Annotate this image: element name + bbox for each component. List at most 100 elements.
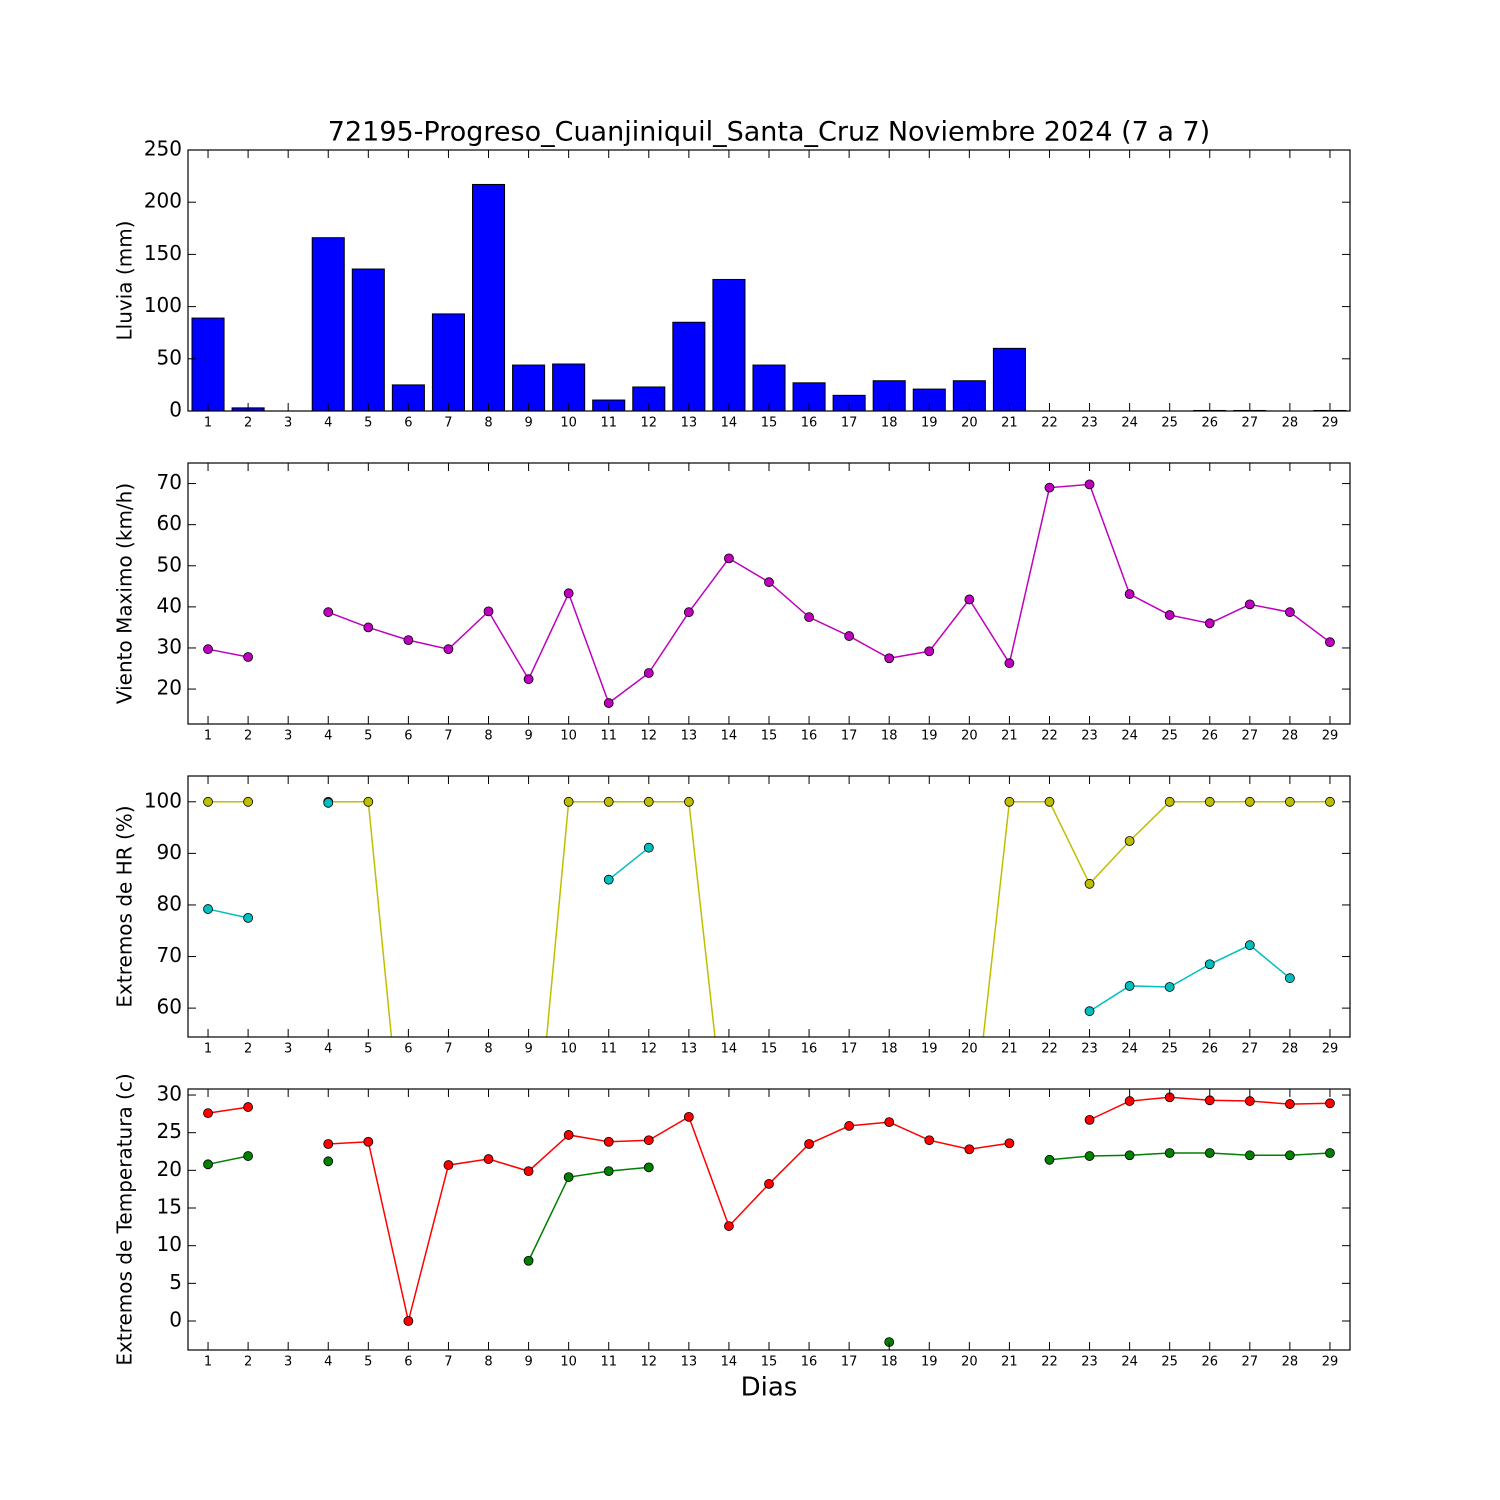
x-tick-label: 4 xyxy=(324,729,332,744)
x-tick-label: 21 xyxy=(1001,416,1018,431)
x-tick-label: 28 xyxy=(1282,729,1299,744)
marker xyxy=(1124,1096,1135,1106)
marker xyxy=(1325,796,1335,807)
marker xyxy=(603,1166,614,1177)
x-tick-label: 20 xyxy=(961,1355,978,1370)
x-tick-label: 3 xyxy=(284,416,292,431)
x-tick-label: 25 xyxy=(1161,1042,1178,1057)
x-tick-label: 23 xyxy=(1081,416,1098,431)
x-tick-label: 3 xyxy=(284,1355,292,1370)
x-tick-label: 1 xyxy=(204,1355,212,1370)
x-tick-label: 10 xyxy=(560,416,577,431)
marker xyxy=(804,1139,814,1149)
marker xyxy=(523,674,534,685)
marker xyxy=(643,796,654,807)
marker xyxy=(563,1130,574,1140)
marker xyxy=(203,1159,213,1170)
x-tick-label: 14 xyxy=(721,729,738,744)
x-tick-label: 24 xyxy=(1121,416,1138,431)
series-line xyxy=(207,1096,1330,1322)
marker xyxy=(1284,1099,1295,1109)
marker xyxy=(523,1255,534,1266)
marker xyxy=(243,1151,254,1161)
x-tick-label: 21 xyxy=(1001,729,1018,744)
x-tick-label: 20 xyxy=(961,1042,978,1057)
x-tick-label: 5 xyxy=(364,729,372,744)
y-axis-label: Extremos de Temperatura (c) xyxy=(113,1073,137,1365)
x-tick-label: 7 xyxy=(444,1355,452,1370)
x-tick-label: 22 xyxy=(1041,1355,1058,1370)
marker xyxy=(323,607,334,618)
marker xyxy=(1044,796,1055,807)
marker xyxy=(924,1135,935,1146)
x-tick-label: 7 xyxy=(444,729,452,744)
x-tick-label: 16 xyxy=(801,729,818,744)
y-tick-label: 25 xyxy=(157,1119,182,1143)
y-tick-label: 60 xyxy=(157,995,182,1019)
marker xyxy=(1325,1098,1335,1109)
x-tick-label: 10 xyxy=(560,1042,577,1057)
marker xyxy=(203,796,213,807)
marker xyxy=(683,607,694,618)
marker xyxy=(483,1154,494,1164)
x-tick-label: 3 xyxy=(284,729,292,744)
marker xyxy=(1244,1096,1255,1106)
x-tick-label: 13 xyxy=(681,1355,698,1370)
x-tick-label: 25 xyxy=(1161,416,1178,431)
y-tick-label: 40 xyxy=(157,593,182,617)
x-tick-label: 2 xyxy=(244,1042,252,1057)
x-tick-label: 10 xyxy=(560,1355,577,1370)
bar xyxy=(351,268,385,411)
x-tick-label: 20 xyxy=(961,416,978,431)
y-tick-label: 80 xyxy=(157,891,182,915)
x-tick-label: 18 xyxy=(881,729,898,744)
marker xyxy=(243,912,254,923)
series-line xyxy=(208,801,1330,1037)
y-tick-label: 30 xyxy=(157,1082,182,1106)
x-tick-label: 27 xyxy=(1242,1042,1259,1057)
marker xyxy=(323,1139,334,1149)
marker xyxy=(1244,940,1255,951)
x-tick-label: 24 xyxy=(1121,729,1138,744)
x-tick-label: 1 xyxy=(204,416,212,431)
x-tick-label: 14 xyxy=(721,1355,738,1370)
marker xyxy=(1164,796,1175,807)
marker xyxy=(1284,1150,1295,1161)
marker xyxy=(884,653,895,664)
y-tick-label: 70 xyxy=(157,943,182,967)
x-tick-label: 20 xyxy=(961,729,978,744)
bar xyxy=(311,237,345,411)
bar xyxy=(191,317,225,411)
x-tick-label: 21 xyxy=(1001,1042,1018,1057)
x-tick-label: 15 xyxy=(761,416,778,431)
y-tick-label: 20 xyxy=(157,1157,182,1181)
marker xyxy=(1124,836,1135,846)
x-tick-label: 11 xyxy=(600,1355,617,1370)
marker xyxy=(1204,1095,1215,1106)
marker xyxy=(1284,607,1295,618)
x-tick-label: 27 xyxy=(1242,729,1259,744)
marker xyxy=(203,644,213,655)
x-tick-label: 6 xyxy=(404,1042,412,1057)
x-tick-label: 11 xyxy=(600,416,617,431)
series-line xyxy=(207,847,1291,1012)
axes-frame xyxy=(187,149,1351,412)
x-tick-label: 25 xyxy=(1161,729,1178,744)
x-tick-label: 17 xyxy=(841,1042,858,1057)
x-tick-label: 23 xyxy=(1081,729,1098,744)
x-tick-label: 8 xyxy=(484,416,492,431)
x-tick-label: 19 xyxy=(921,416,938,431)
y-tick-label: 200 xyxy=(144,189,182,213)
x-tick-label: 16 xyxy=(801,416,818,431)
x-tick-label: 18 xyxy=(881,416,898,431)
marker xyxy=(1084,479,1095,490)
x-tick-label: 29 xyxy=(1322,416,1339,431)
y-axis-label: Viento Maximo (km/h) xyxy=(113,483,137,704)
y-axis-label: Lluvia (mm) xyxy=(113,221,137,341)
x-tick-label: 22 xyxy=(1041,729,1058,744)
x-tick-label: 2 xyxy=(244,416,252,431)
marker xyxy=(1244,796,1255,807)
x-tick-label: 12 xyxy=(641,1042,658,1057)
